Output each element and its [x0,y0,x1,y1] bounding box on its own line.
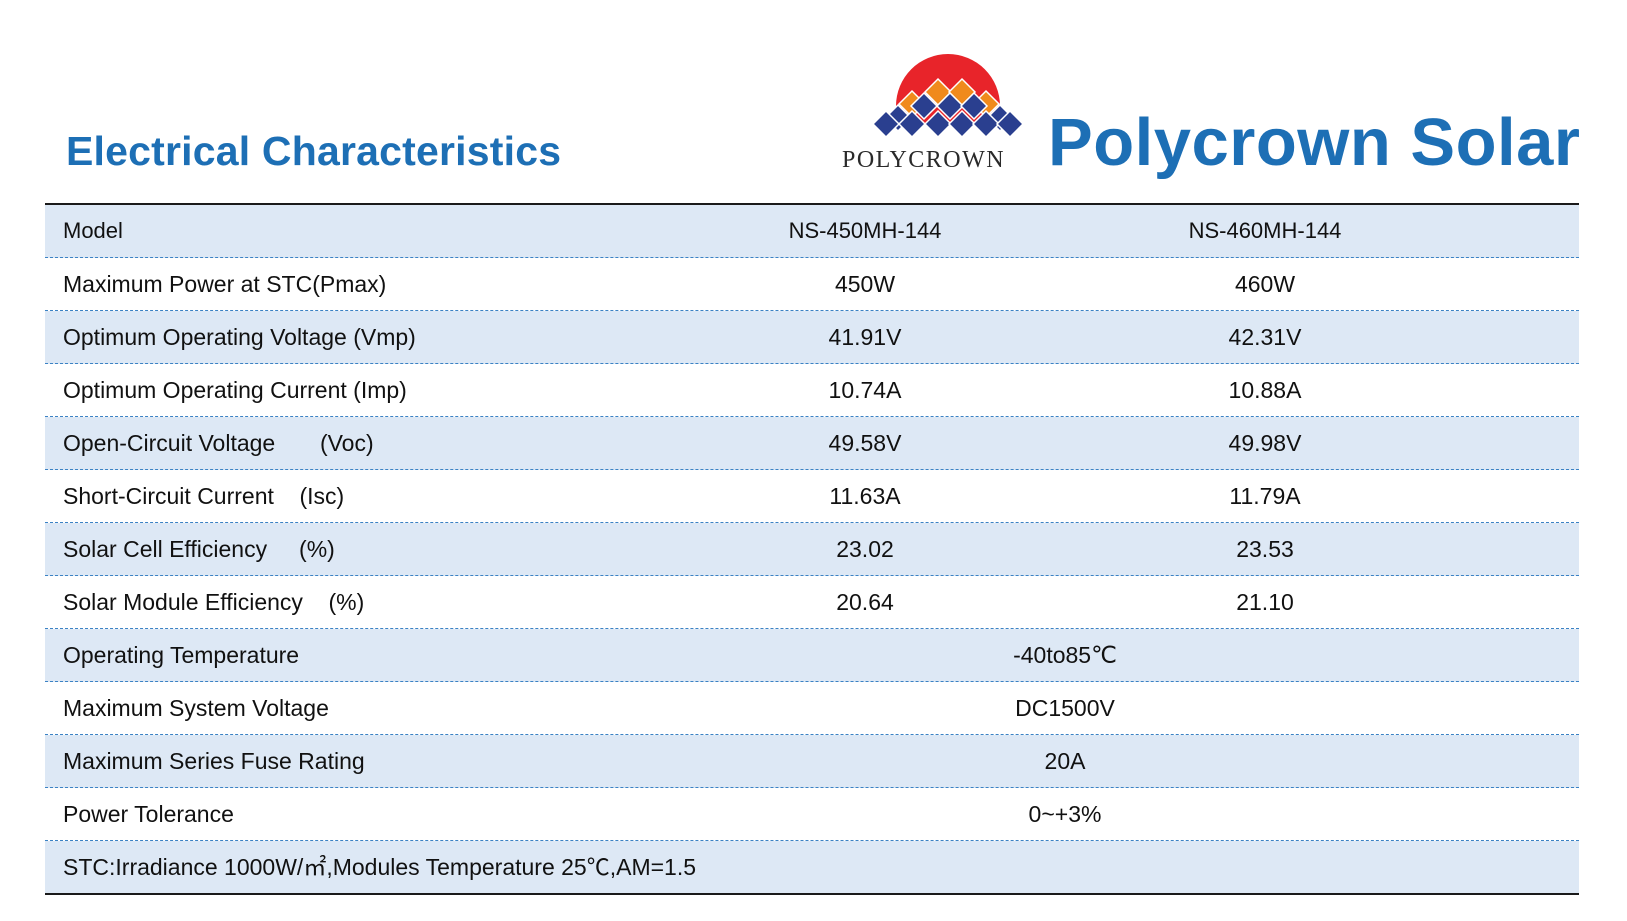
row-value-model-2: 11.79A [1229,483,1301,509]
row-label: Optimum Operating Voltage (Vmp) [63,324,416,350]
table-row: Optimum Operating Current (Imp) 10.74A 1… [45,364,1579,417]
page-title: Electrical Characteristics [66,128,562,174]
electrical-spec-table: Model NS-450MH-144 NS-460MH-144 Maximum … [45,203,1579,895]
header-model-2: NS-460MH-144 [1188,218,1342,243]
row-value-model-2: 49.98V [1228,430,1302,456]
table-row: Open-Circuit Voltage (Voc) 49.58V 49.98V [45,417,1579,470]
row-label: Solar Module Efficiency (%) [63,589,365,615]
row-value-shared: 20A [1044,748,1086,774]
row-value-shared: 0~+3% [1028,801,1102,827]
row-label: Maximum Series Fuse Rating [63,748,365,774]
row-label: Open-Circuit Voltage (Voc) [63,430,374,456]
brand-title: Polycrown Solar [1048,105,1581,180]
row-value-model-2: 10.88A [1228,377,1302,403]
row-value-model-1: 11.63A [829,483,901,509]
row-label: Maximum System Voltage [63,695,329,721]
table-row: Short-Circuit Current (Isc) 11.63A 11.79… [45,470,1579,523]
row-value-model-1: 20.64 [836,589,894,615]
row-value-model-2: 21.10 [1236,589,1294,615]
table-footnote-row: STC:Irradiance 1000W/㎡,Modules Temperatu… [45,841,1579,893]
row-value-shared: -40to85℃ [1013,642,1117,668]
row-label: Optimum Operating Current (Imp) [63,377,407,403]
stc-footnote: STC:Irradiance 1000W/㎡,Modules Temperatu… [63,854,697,880]
row-value-model-2: 42.31V [1228,324,1302,350]
row-value-model-1: 41.91V [828,324,902,350]
row-value-model-1: 23.02 [836,536,894,562]
table-row: Maximum Power at STC(Pmax) 450W 460W [45,258,1579,311]
row-value-model-1: 450W [834,271,896,297]
row-label: Power Tolerance [63,801,234,827]
row-label: Solar Cell Efficiency (%) [63,536,335,562]
polycrown-logo-icon [871,54,1025,139]
table-row: Solar Module Efficiency (%) 20.64 21.10 [45,576,1579,629]
table-row: Maximum System Voltage DC1500V [45,682,1579,735]
row-value-shared: DC1500V [1015,695,1115,721]
header-label: Model [63,218,123,243]
table-row: Operating Temperature -40to85℃ [45,629,1579,682]
row-value-model-1: 10.74A [828,377,902,403]
row-label: Maximum Power at STC(Pmax) [63,271,387,297]
header-model-1: NS-450MH-144 [788,218,942,243]
table-header-row: Model NS-450MH-144 NS-460MH-144 [45,205,1579,258]
row-value-model-2: 460W [1234,271,1296,297]
row-label: Short-Circuit Current (Isc) [63,483,345,509]
logo-wordmark: POLYCROWN [842,147,1006,173]
table-row: Solar Cell Efficiency (%) 23.02 23.53 [45,523,1579,576]
row-label: Operating Temperature [63,642,300,668]
table-row: Power Tolerance 0~+3% [45,788,1579,841]
row-value-model-2: 23.53 [1236,536,1294,562]
row-value-model-1: 49.58V [828,430,902,456]
table-row: Maximum Series Fuse Rating 20A [45,735,1579,788]
table-row: Optimum Operating Voltage (Vmp) 41.91V 4… [45,311,1579,364]
